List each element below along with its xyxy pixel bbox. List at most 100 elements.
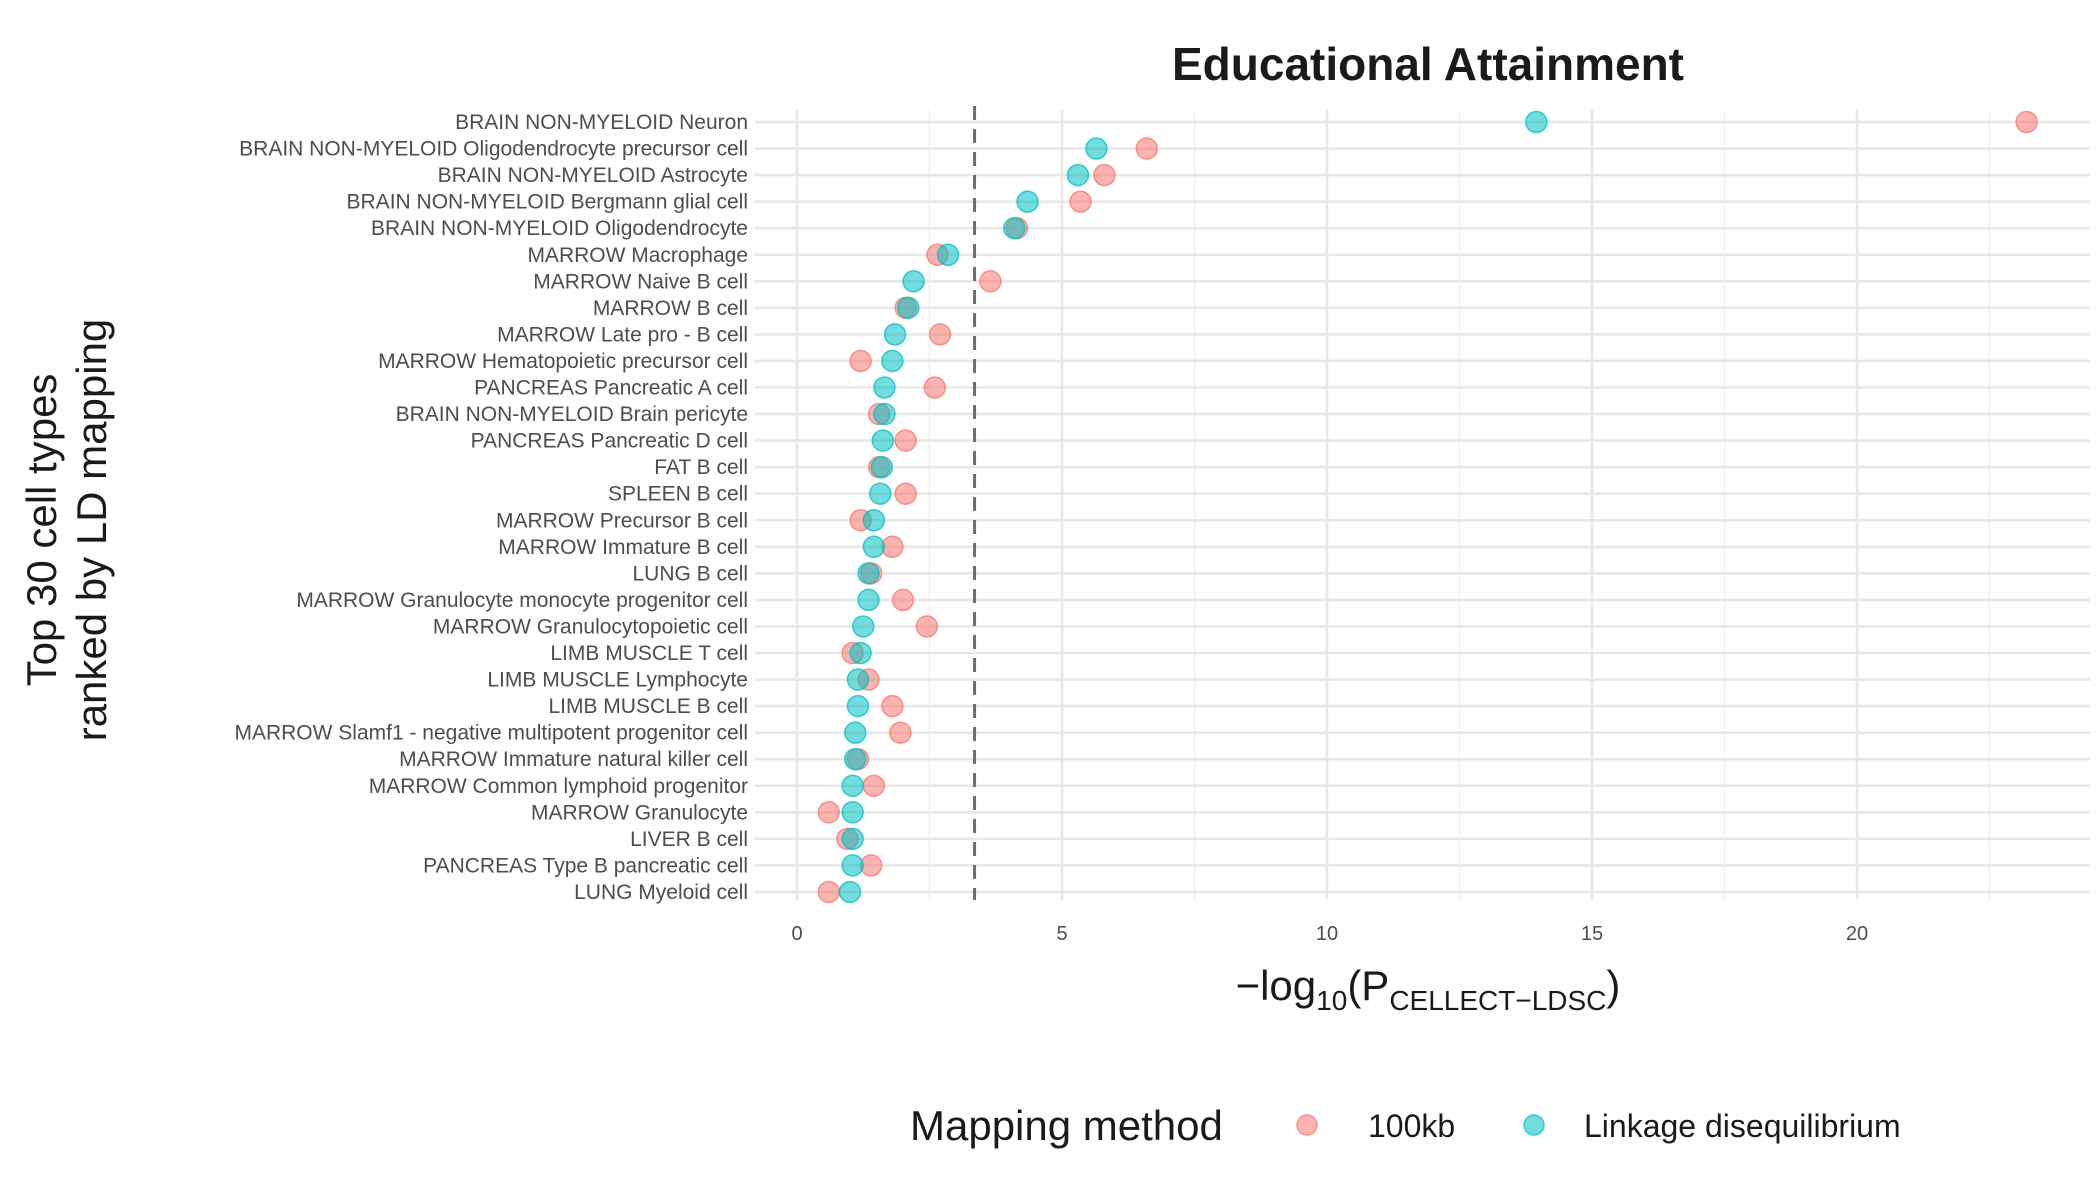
point-linkage-disequilibrium-limb-muscle-lymphocyte — [846, 668, 870, 691]
point-linkage-disequilibrium-marrow-slamf1-negative-multipotent-progenitor-cell — [844, 721, 867, 744]
point-100kb-pancreas-pancreatic-a-cell — [923, 376, 947, 399]
y-tick-label-marrow-b-cell: MARROW B cell — [593, 297, 748, 320]
y-tick-label-lung-b-cell: LUNG B cell — [632, 562, 748, 585]
x-axis-label: −log10(PCELLECT−LDSC) — [1236, 962, 1621, 1016]
y-tick-label-limb-muscle-t-cell: LIMB MUSCLE T cell — [550, 642, 748, 665]
point-100kb-spleen-b-cell — [894, 482, 917, 505]
y-axis-label-line-1: Top 30 cell types — [18, 374, 65, 687]
point-100kb-marrow-late-pro-b-cell — [928, 323, 952, 346]
y-tick-label-spleen-b-cell: SPLEEN B cell — [608, 483, 748, 506]
y-tick-label-brain-non-myeloid-brain-pericyte: BRAIN NON-MYELOID Brain pericyte — [396, 403, 748, 426]
point-linkage-disequilibrium-spleen-b-cell — [868, 482, 892, 505]
point-linkage-disequilibrium-brain-non-myeloid-brain-pericyte — [873, 402, 896, 426]
y-tick-label-fat-b-cell: FAT B cell — [654, 456, 748, 479]
point-linkage-disequilibrium-marrow-naive-b-cell — [902, 270, 925, 293]
y-tick-label-brain-non-myeloid-astrocyte: BRAIN NON-MYELOID Astrocyte — [438, 164, 748, 187]
x-axis-tick-labels: 0 5 10 15 20 — [791, 923, 1868, 945]
y-axis-label: Top 30 cell types ranked by LD mapping — [18, 319, 115, 742]
y-tick-label-marrow-macrophage: MARROW Macrophage — [527, 244, 748, 267]
legend-key-100kb — [1296, 1114, 1318, 1136]
y-tick-label-marrow-common-lymphoid-progenitor: MARROW Common lymphoid progenitor — [369, 775, 748, 798]
y-tick-label-marrow-precursor-b-cell: MARROW Precursor B cell — [496, 509, 748, 532]
y-tick-label-brain-non-myeloid-bergmann-glial-cell: BRAIN NON-MYELOID Bergmann glial cell — [347, 191, 748, 214]
y-tick-label-pancreas-pancreatic-d-cell: PANCREAS Pancreatic D cell — [471, 430, 748, 453]
point-linkage-disequilibrium-brain-non-myeloid-bergmann-glial-cell — [1016, 190, 1039, 213]
point-100kb-brain-non-myeloid-astrocyte — [1093, 163, 1116, 187]
y-tick-label-marrow-granulocyte-monocyte-progenitor-cell: MARROW Granulocyte monocyte progenitor c… — [296, 589, 748, 612]
point-linkage-disequilibrium-limb-muscle-b-cell — [846, 694, 870, 718]
point-100kb-marrow-slamf1-negative-multipotent-progenitor-cell — [889, 721, 912, 744]
x-axis-label-sub2: CELLECT−LDSC — [1389, 985, 1606, 1016]
y-tick-label-marrow-late-pro-b-cell: MARROW Late pro - B cell — [497, 323, 748, 346]
y-axis-label-line-2: ranked by LD mapping — [68, 319, 115, 742]
x-tick-label-0: 0 — [791, 923, 802, 945]
point-100kb-brain-non-myeloid-oligodendrocyte-precursor-cell — [1135, 137, 1159, 160]
series-linkage-disequilibrium — [838, 110, 1548, 904]
y-tick-label-pancreas-pancreatic-a-cell: PANCREAS Pancreatic A cell — [474, 377, 748, 400]
y-tick-label-marrow-immature-natural-killer-cell: MARROW Immature natural killer cell — [399, 748, 748, 771]
point-linkage-disequilibrium-fat-b-cell — [870, 455, 894, 479]
x-tick-label-5: 5 — [1056, 923, 1067, 945]
point-linkage-disequilibrium-marrow-common-lymphoid-progenitor — [841, 774, 864, 797]
point-linkage-disequilibrium-marrow-granulocytopoietic-cell — [852, 615, 875, 638]
y-tick-label-brain-non-myeloid-oligodendrocyte-precursor-cell: BRAIN NON-MYELOID Oligodendrocyte precur… — [239, 138, 748, 161]
point-linkage-disequilibrium-marrow-immature-natural-killer-cell — [844, 747, 867, 771]
legend-title: Mapping method — [910, 1102, 1223, 1149]
point-linkage-disequilibrium-pancreas-pancreatic-d-cell — [871, 429, 895, 452]
y-tick-label-marrow-slamf1-negative-multipotent-progenitor-cell: MARROW Slamf1 - negative multipotent pro… — [234, 722, 748, 745]
y-tick-label-limb-muscle-lymphocyte: LIMB MUSCLE Lymphocyte — [487, 669, 748, 692]
y-tick-label-pancreas-type-b-pancreatic-cell: PANCREAS Type B pancreatic cell — [423, 854, 748, 877]
x-tick-label-10: 10 — [1316, 923, 1338, 945]
point-100kb-marrow-granulocytopoietic-cell — [915, 615, 939, 638]
point-100kb-marrow-common-lymphoid-progenitor — [862, 774, 886, 797]
point-100kb-marrow-naive-b-cell — [979, 270, 1002, 293]
point-100kb-marrow-granulocyte — [817, 801, 841, 824]
y-tick-label-limb-muscle-b-cell: LIMB MUSCLE B cell — [548, 695, 748, 718]
y-tick-label-lung-myeloid-cell: LUNG Myeloid cell — [574, 881, 748, 904]
data-points — [817, 110, 2038, 904]
y-tick-label-brain-non-myeloid-oligodendrocyte: BRAIN NON-MYELOID Oligodendrocyte — [371, 217, 748, 240]
point-linkage-disequilibrium-pancreas-type-b-pancreatic-cell — [841, 854, 864, 877]
x-tick-label-20: 20 — [1846, 923, 1868, 945]
x-axis-label-mid: (P — [1347, 962, 1389, 1009]
point-linkage-disequilibrium-brain-non-myeloid-neuron — [1525, 110, 1548, 134]
point-100kb-marrow-hematopoietic-precursor-cell — [849, 349, 872, 373]
point-100kb-marrow-granulocyte-monocyte-progenitor-cell — [891, 588, 915, 612]
legend-key-linkage-disequilibrium — [1523, 1114, 1545, 1136]
point-linkage-disequilibrium-marrow-late-pro-b-cell — [883, 323, 907, 346]
point-linkage-disequilibrium-marrow-immature-b-cell — [862, 535, 886, 559]
point-linkage-disequilibrium-limb-muscle-t-cell — [849, 641, 872, 665]
point-linkage-disequilibrium-marrow-granulocyte — [841, 801, 864, 824]
legend-label-100kb: 100kb — [1368, 1108, 1455, 1144]
point-linkage-disequilibrium-marrow-hematopoietic-precursor-cell — [881, 349, 904, 373]
point-100kb-brain-non-myeloid-neuron — [2015, 110, 2038, 134]
y-tick-label-marrow-hematopoietic-precursor-cell: MARROW Hematopoietic precursor cell — [378, 350, 748, 373]
point-linkage-disequilibrium-liver-b-cell — [841, 827, 864, 851]
y-tick-label-marrow-naive-b-cell: MARROW Naive B cell — [533, 270, 748, 293]
x-axis-label-prefix: −log — [1236, 962, 1317, 1009]
point-100kb-lung-myeloid-cell — [817, 880, 841, 904]
point-linkage-disequilibrium-brain-non-myeloid-oligodendrocyte — [1003, 216, 1026, 240]
point-linkage-disequilibrium-marrow-granulocyte-monocyte-progenitor-cell — [857, 588, 880, 612]
y-axis-tick-labels: BRAIN NON-MYELOID Neuron BRAIN NON-MYELOI… — [234, 111, 748, 904]
point-linkage-disequilibrium-marrow-precursor-b-cell — [862, 509, 886, 532]
x-axis-label-suffix: ) — [1606, 962, 1620, 1009]
y-tick-label-marrow-granulocytopoietic-cell: MARROW Granulocytopoietic cell — [433, 615, 748, 638]
legend-label-linkage-disequilibrium: Linkage disequilibrium — [1584, 1108, 1901, 1144]
x-tick-label-15: 15 — [1581, 923, 1603, 945]
point-100kb-brain-non-myeloid-bergmann-glial-cell — [1069, 190, 1092, 213]
point-linkage-disequilibrium-brain-non-myeloid-oligodendrocyte-precursor-cell — [1085, 137, 1108, 160]
point-linkage-disequilibrium-marrow-b-cell — [897, 296, 920, 320]
y-tick-label-brain-non-myeloid-neuron: BRAIN NON-MYELOID Neuron — [455, 111, 748, 134]
x-axis-label-sub1: 10 — [1316, 985, 1347, 1016]
y-tick-label-liver-b-cell: LIVER B cell — [630, 828, 748, 851]
point-linkage-disequilibrium-marrow-macrophage — [936, 243, 960, 266]
point-linkage-disequilibrium-pancreas-pancreatic-a-cell — [873, 376, 896, 399]
series-100kb — [817, 110, 2038, 904]
legend: Mapping method 100kb Linkage disequilibr… — [910, 1102, 1901, 1149]
point-linkage-disequilibrium-brain-non-myeloid-astrocyte — [1066, 163, 1090, 187]
chart-title: Educational Attainment — [1172, 38, 1684, 90]
y-tick-label-marrow-immature-b-cell: MARROW Immature B cell — [498, 536, 748, 559]
point-linkage-disequilibrium-lung-myeloid-cell — [838, 880, 862, 904]
